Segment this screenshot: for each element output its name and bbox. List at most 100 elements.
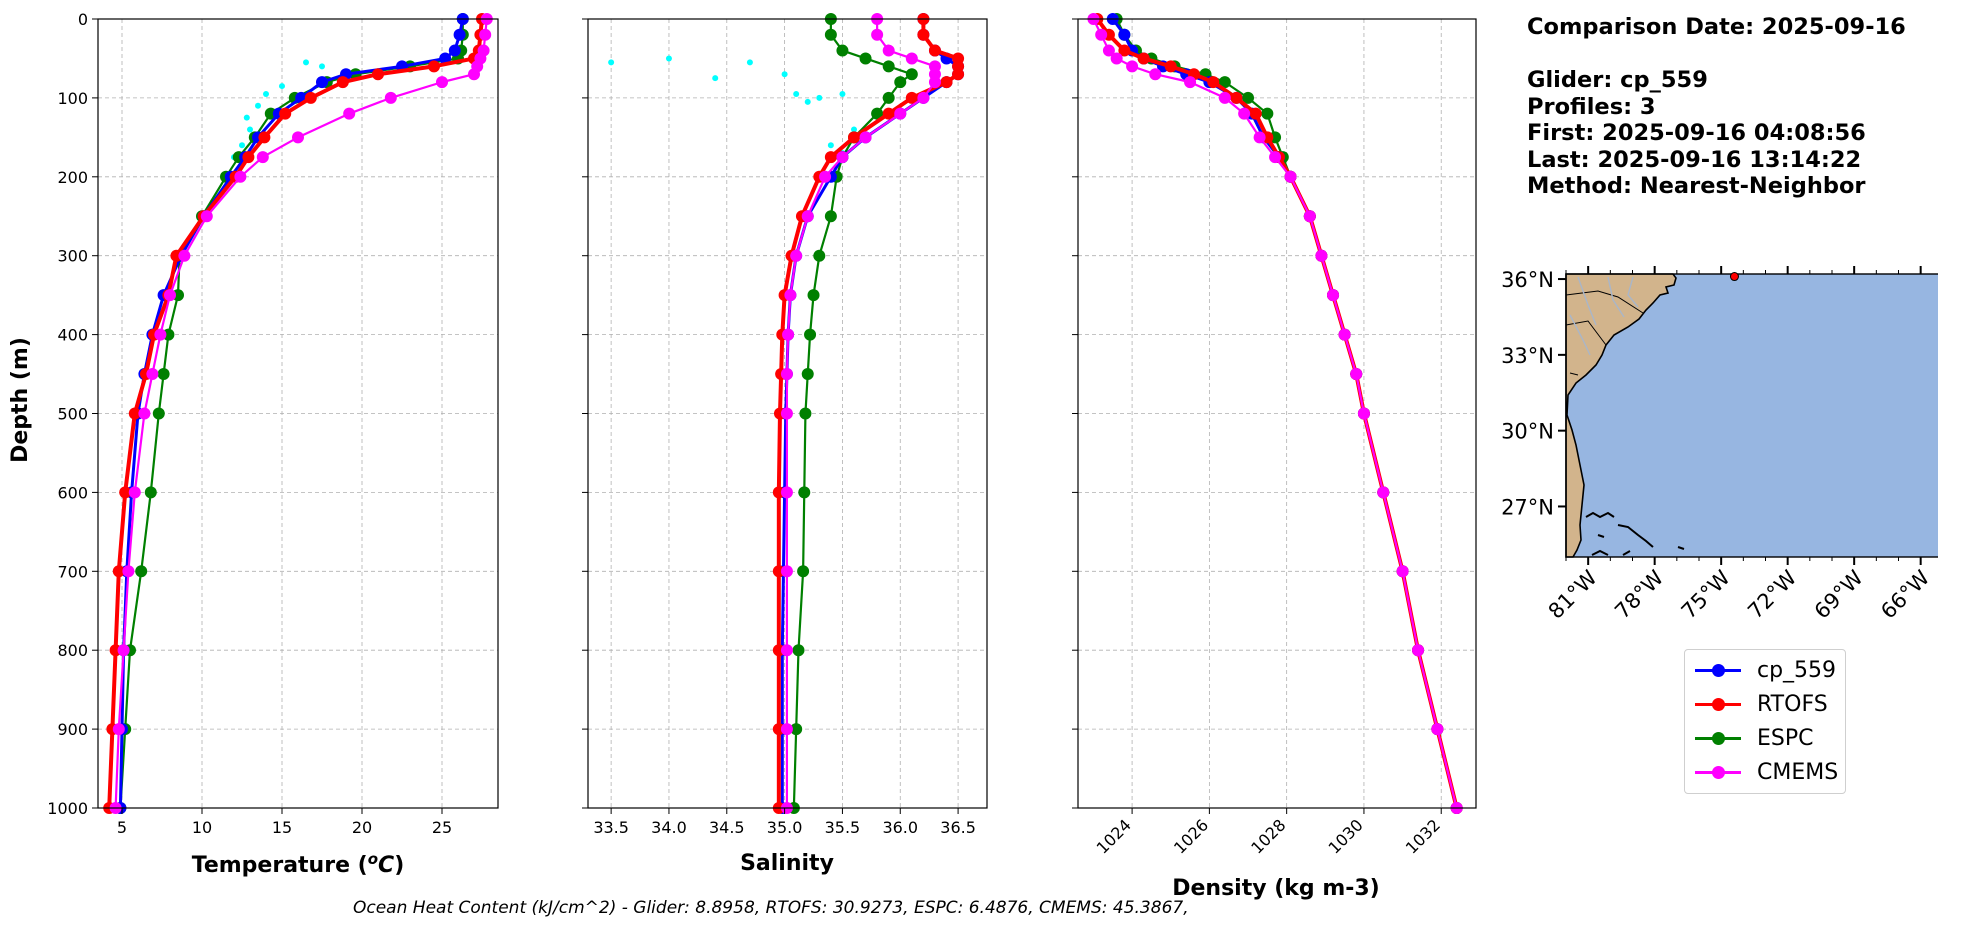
map-state-borders <box>1565 290 1644 376</box>
raw-data-point <box>851 126 857 133</box>
x-tick-label: 1024 <box>1093 815 1135 857</box>
series-point-cmems <box>1377 486 1390 499</box>
series-point-cmems <box>1102 44 1115 57</box>
legend-marker <box>1712 698 1725 711</box>
legend-swatch <box>1693 690 1743 718</box>
method: Method: Nearest-Neighbor <box>1527 173 1866 199</box>
lon-label: 81°W <box>1544 565 1602 623</box>
series-point-cmems <box>859 131 872 144</box>
series-point-cmems <box>819 170 832 183</box>
lon-label: 72°W <box>1743 565 1801 623</box>
info-spacer <box>1527 41 1906 68</box>
temperature-axis-label-text: Temperature ( <box>192 853 368 878</box>
series-point-rtofs <box>1118 44 1131 57</box>
series-point-cmems <box>780 407 793 420</box>
series-point-cmems <box>784 289 797 302</box>
x-tick-label: 1026 <box>1170 815 1212 857</box>
salinity-panel: 33.5 34.0 34.5 35.0 35.5 36.0 36.5 <box>582 13 988 837</box>
series-point-rtofs <box>952 68 965 81</box>
series-point-cmems <box>468 68 480 81</box>
lat-label: 33°N <box>1501 344 1554 368</box>
series-point-espc <box>1242 91 1255 104</box>
raw-data-point <box>239 142 245 149</box>
series-point-cp_559 <box>316 76 328 89</box>
raw-data-point <box>839 90 846 97</box>
density-panel: 1024 1026 1028 1030 1032 <box>1072 13 1477 858</box>
lon-label: 75°W <box>1677 565 1735 623</box>
series-point-cmems <box>836 151 849 164</box>
raw-data-point <box>816 94 823 101</box>
map-land <box>1565 273 1677 558</box>
series-point-rtofs <box>119 486 132 499</box>
series-point-cp_559 <box>1118 28 1131 41</box>
lat-label: 27°N <box>1501 495 1554 519</box>
raw-data-point <box>279 83 285 90</box>
series-point-cmems <box>128 486 141 499</box>
y-tick-label: 0 <box>78 10 88 29</box>
y-tick-label: 900 <box>57 720 88 739</box>
series-point-espc <box>813 249 826 262</box>
series-point-cmems <box>1303 210 1316 223</box>
series-point-rtofs <box>1207 76 1220 89</box>
legend-marker <box>1712 664 1725 677</box>
series-point-cp_559 <box>448 44 461 57</box>
series-point-rtofs <box>848 131 860 144</box>
x-tick-label: 34.0 <box>651 818 687 837</box>
location-map: 36°N 33°N 30°N 27°N 81°W 78°W 75°W 72°W 69°W 66°W <box>1501 266 1938 624</box>
series-point-rtofs <box>304 91 317 104</box>
series-point-cmems <box>1110 52 1123 65</box>
density-axis-label: Density (kg m-3) <box>1172 876 1380 901</box>
legend-item-espc: ESPC <box>1693 724 1814 752</box>
legend: cp_559 RTOFS ESPC CMEMS <box>1684 649 1846 794</box>
map-florida-keys <box>1585 511 1685 556</box>
glider-name: Glider: cp_559 <box>1527 67 1708 93</box>
legend-label: RTOFS <box>1757 691 1828 717</box>
series-point-espc <box>824 210 837 223</box>
info-block: Comparison Date: 2025-09-16 Glider: cp_5… <box>1527 14 1906 200</box>
series-point-cmems <box>780 723 793 736</box>
series-point-cp_559 <box>453 28 466 41</box>
series-point-cmems <box>122 565 135 578</box>
legend-swatch <box>1693 724 1743 752</box>
series-point-rtofs <box>128 407 141 420</box>
series-point-cmems <box>801 210 814 223</box>
paren-close: ) <box>394 853 404 878</box>
y-tick-label: 600 <box>57 483 88 502</box>
series-point-espc <box>135 565 148 578</box>
lon-label: 66°W <box>1876 565 1934 623</box>
raw-data-point <box>319 63 325 70</box>
y-tick-label: 100 <box>57 89 88 108</box>
series-point-cmems <box>1338 328 1351 341</box>
series-point-espc <box>882 91 895 104</box>
y-tick-label: 200 <box>57 168 88 187</box>
series-point-rtofs <box>882 107 895 120</box>
raw-data-point <box>665 55 672 62</box>
series-point-rtofs <box>428 60 440 73</box>
ocean-heat-content-footer: Ocean Heat Content (kJ/cm^2) - Glider: 8… <box>353 898 1189 918</box>
y-tick-label: 500 <box>57 405 88 424</box>
legend-marker <box>1712 732 1725 745</box>
y-tick-label: 800 <box>57 641 88 660</box>
x-tick-label: 1028 <box>1247 815 1289 857</box>
lon-label: 78°W <box>1610 565 1668 623</box>
series-point-cmems <box>384 91 397 104</box>
legend-item-rtofs: RTOFS <box>1693 690 1828 718</box>
legend-swatch <box>1693 758 1743 786</box>
series-point-cmems <box>436 76 448 89</box>
raw-data-point <box>712 75 719 82</box>
series-point-rtofs <box>279 107 292 120</box>
series-point-espc <box>144 486 157 499</box>
series-point-rtofs <box>372 68 384 81</box>
series-point-cmems <box>780 486 793 499</box>
raw-data-point <box>804 98 811 105</box>
x-tick-label: 25 <box>432 818 452 837</box>
series-point-rtofs <box>917 28 930 41</box>
series-point-espc <box>801 368 814 381</box>
series-point-rtofs <box>940 76 953 89</box>
series-point-cmems <box>1269 151 1282 164</box>
series-point-espc <box>824 28 837 41</box>
legend-marker <box>1712 766 1725 779</box>
raw-data-point <box>608 59 615 66</box>
raw-data-point <box>263 90 269 97</box>
comparison-date: Comparison Date: 2025-09-16 <box>1527 14 1906 40</box>
